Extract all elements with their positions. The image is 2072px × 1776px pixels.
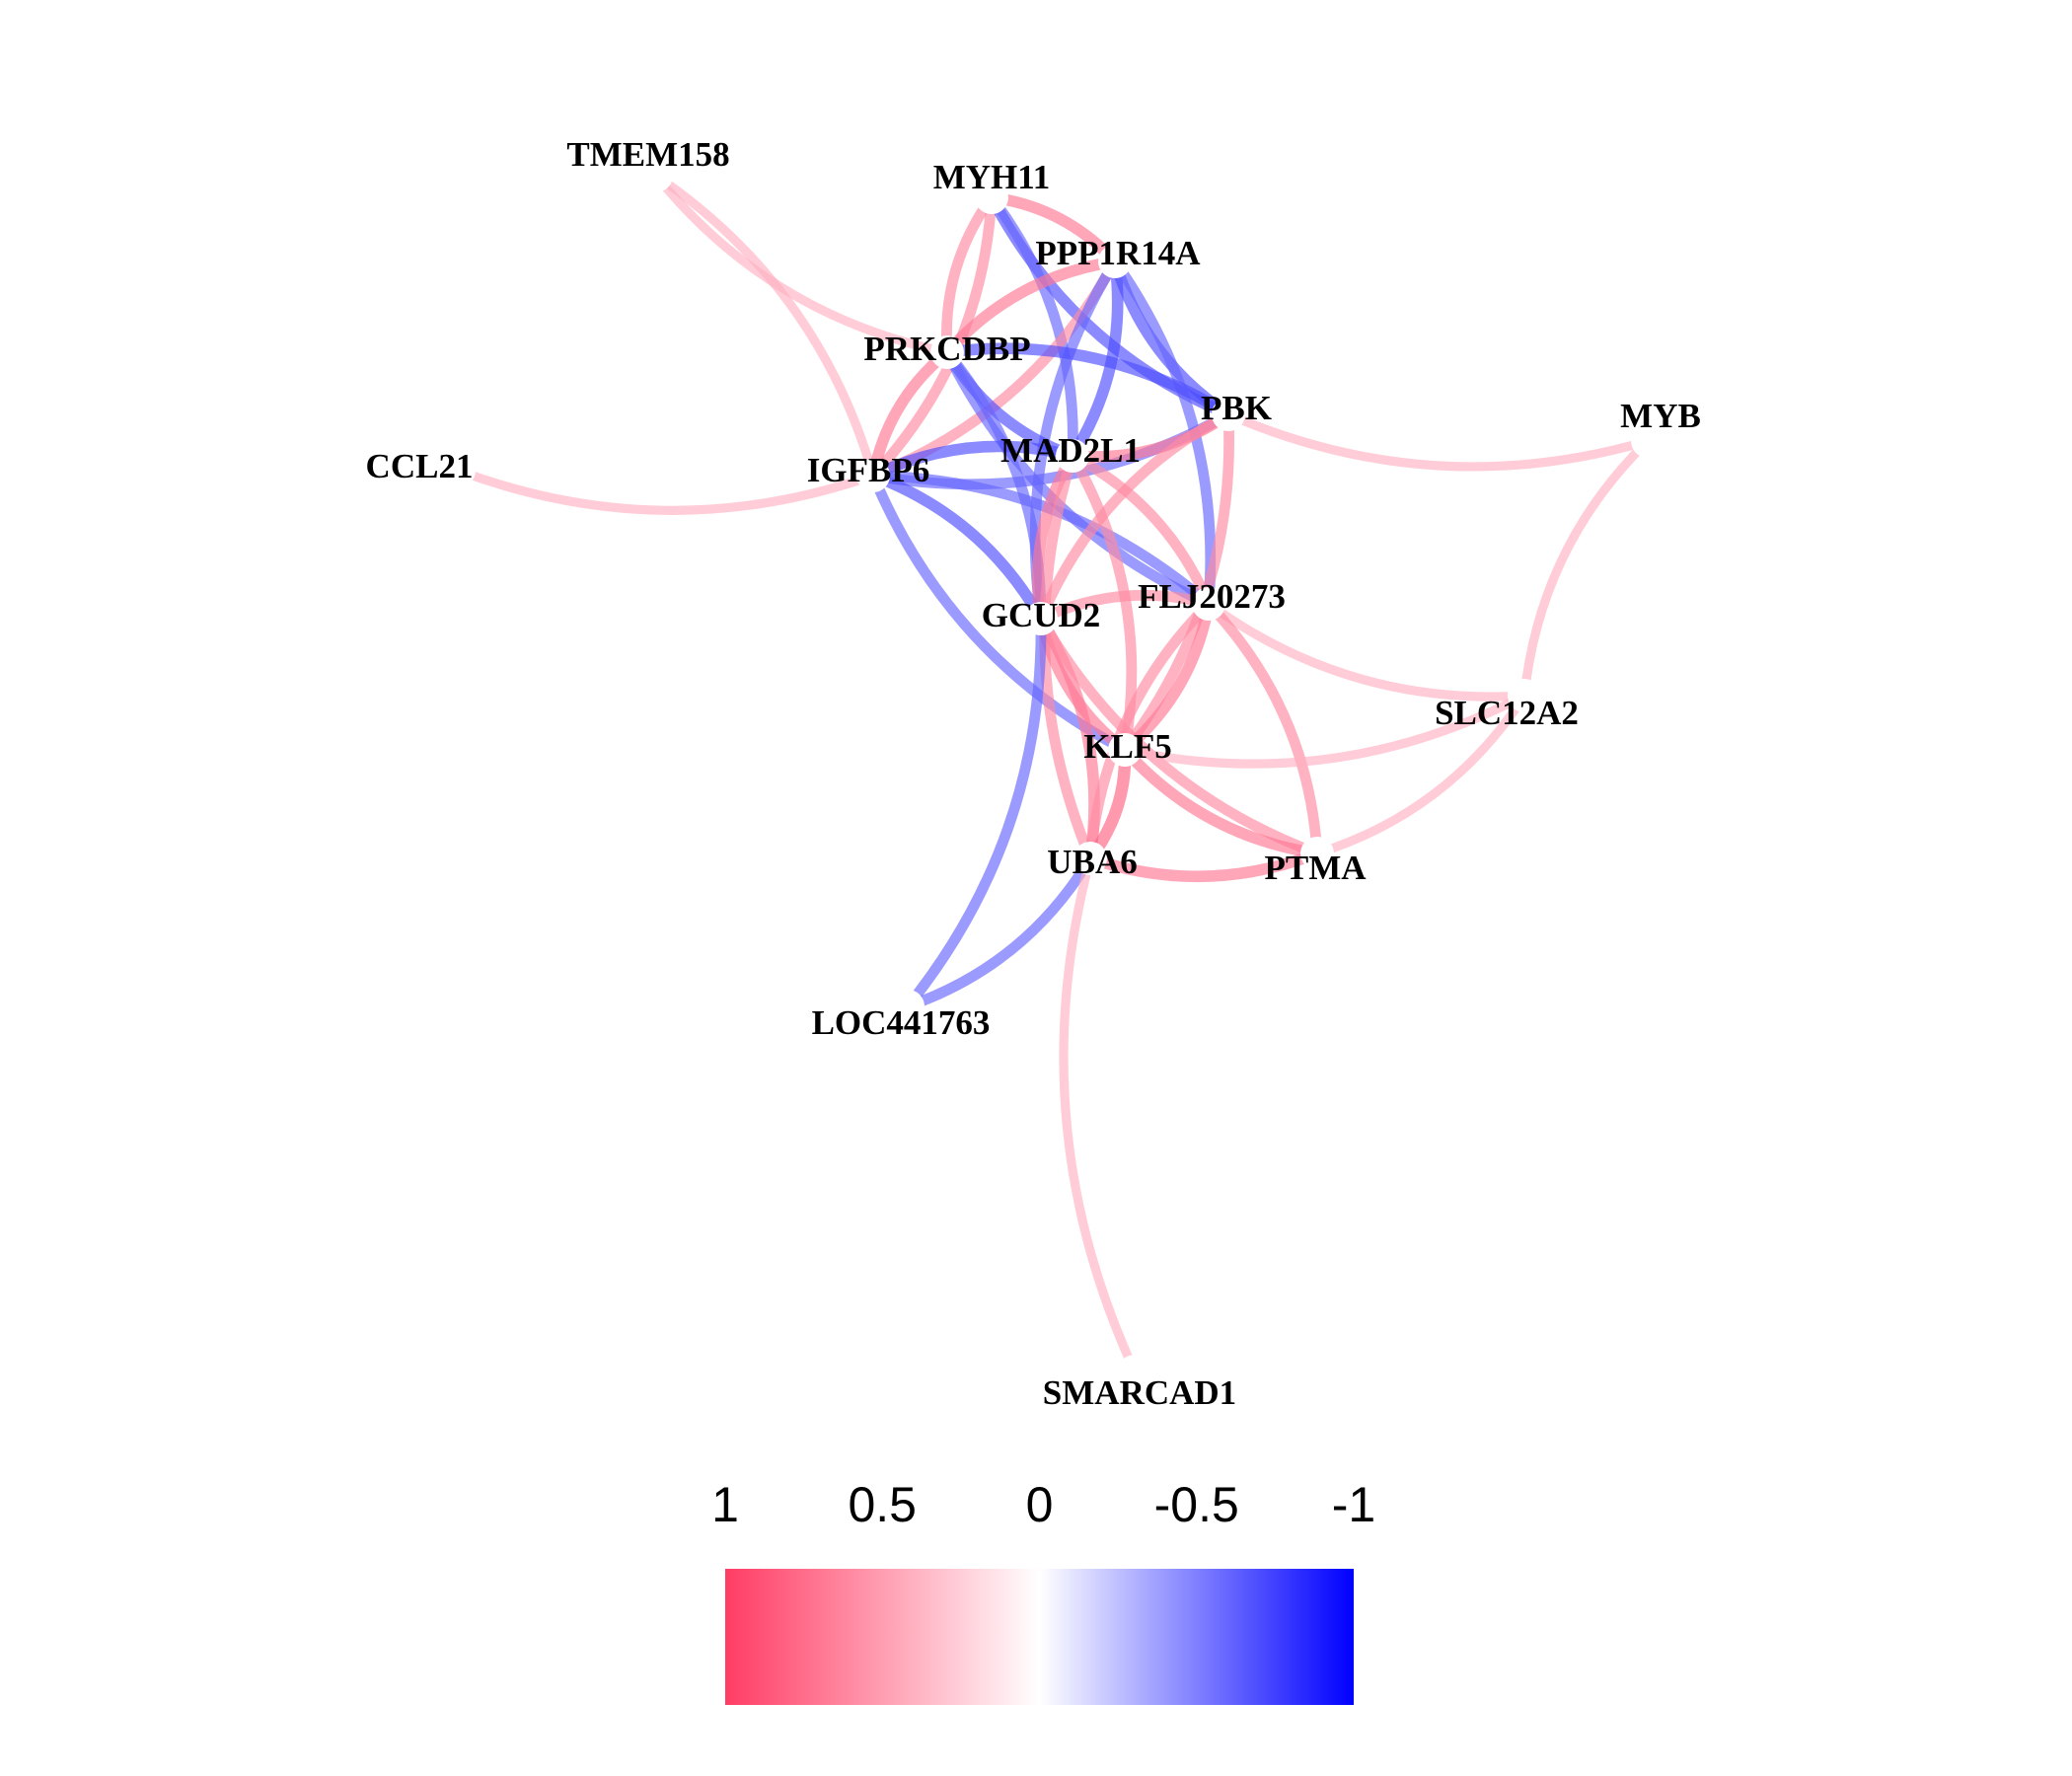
edge-mad2l1-flj20273 xyxy=(1070,451,1214,607)
edge-tmem158-prkcdbp xyxy=(652,173,948,357)
node-label: FLJ20273 xyxy=(1138,577,1286,616)
node-label: UBA6 xyxy=(1047,843,1137,881)
node-label: PRKCDBP xyxy=(863,330,1030,368)
edge-uba6-smarcad1 xyxy=(1059,856,1140,1373)
node-marker xyxy=(1300,837,1334,870)
edge-prkcdbp-igfbp6 xyxy=(867,347,951,478)
edge-flj20273-uba6 xyxy=(1084,600,1213,859)
legend-ticks: 1 0.5 0 -0.5 -1 xyxy=(711,1477,1375,1532)
edge-layer xyxy=(457,172,1652,1373)
node-marker xyxy=(1098,245,1132,278)
node-label: PTMA xyxy=(1264,849,1367,887)
node-layer: TMEM158 MYH11 PPP1R14A PRKCDBP PBK MYB MAD2L1 C… xyxy=(366,135,1701,1412)
node-ccl21: CCL21 xyxy=(366,447,476,487)
node-gcud2: GCUD2 xyxy=(982,596,1101,635)
node-label: SMARCAD1 xyxy=(1043,1373,1236,1412)
node-label: MYH11 xyxy=(933,158,1051,196)
edge-uba6-ptma xyxy=(1088,848,1320,882)
edge-klf5-ptma xyxy=(1120,746,1318,859)
node-marker xyxy=(1056,439,1089,473)
node-marker xyxy=(1024,602,1058,635)
node-pbk: PBK xyxy=(1201,389,1272,431)
edge-ppp1r14a-prkcdbp xyxy=(942,256,1116,356)
edge-ccl21-igfbp6 xyxy=(457,466,875,515)
edge-myh11-prkcdbp xyxy=(941,193,997,353)
node-slc12a2: SLC12A2 xyxy=(1435,679,1579,732)
node-igfbp6: IGFBP6 xyxy=(807,451,929,492)
edge-igfbp6-gcud2 xyxy=(870,470,1047,622)
node-marker xyxy=(1118,1355,1151,1388)
node-label: KLF5 xyxy=(1083,727,1171,766)
edge-slc12a2-ptma xyxy=(1315,693,1528,858)
node-uba6: UBA6 xyxy=(1047,842,1138,881)
node-label: CCL21 xyxy=(366,447,474,485)
node-myb: MYB xyxy=(1620,397,1701,458)
legend-tick-label: 0 xyxy=(1026,1477,1054,1532)
edge-myh11-ppp1r14a xyxy=(991,191,1120,265)
edge-igfbp6-mad2l1 xyxy=(870,440,1074,481)
legend-gradient-bar xyxy=(725,1569,1354,1705)
edge-flj20273-klf5 xyxy=(1121,602,1215,755)
node-marker xyxy=(856,459,890,492)
node-tmem158: TMEM158 xyxy=(566,135,730,192)
node-marker xyxy=(1192,587,1225,621)
legend-tick-label: 0.5 xyxy=(848,1477,917,1532)
node-label: SLC12A2 xyxy=(1435,694,1579,732)
edge-gcud2-loc441763 xyxy=(903,618,1047,1010)
legend-tick-label: -1 xyxy=(1332,1477,1375,1532)
node-flj20273: FLJ20273 xyxy=(1138,577,1286,621)
node-marker xyxy=(975,181,1008,214)
node-label: MAD2L1 xyxy=(1000,431,1141,470)
node-marker xyxy=(1108,733,1142,767)
edge-myh11-mad2l1 xyxy=(987,193,1078,457)
node-label: TMEM158 xyxy=(566,135,729,174)
node-myh11: MYH11 xyxy=(933,158,1051,214)
edge-pbk-myb xyxy=(1226,409,1650,472)
node-ppp1r14a: PPP1R14A xyxy=(1035,234,1201,278)
node-ptma: PTMA xyxy=(1264,837,1367,887)
edge-tmem158-igfbp6 xyxy=(653,172,878,478)
node-label: LOC441763 xyxy=(812,1003,991,1042)
node-marker xyxy=(442,454,476,487)
node-marker xyxy=(930,335,964,369)
node-klf5: KLF5 xyxy=(1083,727,1172,767)
node-marker xyxy=(891,990,925,1023)
node-marker xyxy=(1631,424,1665,458)
node-label: GCUD2 xyxy=(982,596,1101,634)
node-label: IGFBP6 xyxy=(807,451,929,489)
node-label: MYB xyxy=(1620,397,1701,435)
edge-gcud2-ptma xyxy=(1036,616,1319,859)
node-loc441763: LOC441763 xyxy=(812,990,991,1042)
edge-flj20273-ptma xyxy=(1205,600,1323,854)
color-legend: 1 0.5 0 -0.5 -1 xyxy=(711,1477,1375,1705)
legend-tick-label: -0.5 xyxy=(1154,1477,1239,1532)
legend-tick-label: 1 xyxy=(711,1477,739,1532)
edge-prkcdbp-pbk xyxy=(946,342,1232,419)
node-label: PBK xyxy=(1201,389,1272,427)
edge-flj20273-slc12a2 xyxy=(1206,600,1525,702)
node-smarcad1: SMARCAD1 xyxy=(1043,1355,1236,1412)
node-label: PPP1R14A xyxy=(1035,234,1201,272)
node-prkcdbp: PRKCDBP xyxy=(863,330,1031,369)
node-mad2l1: MAD2L1 xyxy=(1000,431,1141,473)
node-marker xyxy=(639,159,673,192)
edge-gcud2-flj20273 xyxy=(1038,589,1211,624)
edge-ppp1r14a-flj20273 xyxy=(1110,258,1217,605)
node-marker xyxy=(1212,398,1245,431)
edge-klf5-slc12a2 xyxy=(1124,691,1527,769)
edge-uba6-loc441763 xyxy=(906,855,1095,1012)
node-marker xyxy=(1073,842,1107,875)
edge-myb-slc12a2 xyxy=(1519,437,1652,697)
edge-pbk-gcud2 xyxy=(1036,409,1231,622)
node-marker xyxy=(1508,679,1541,712)
